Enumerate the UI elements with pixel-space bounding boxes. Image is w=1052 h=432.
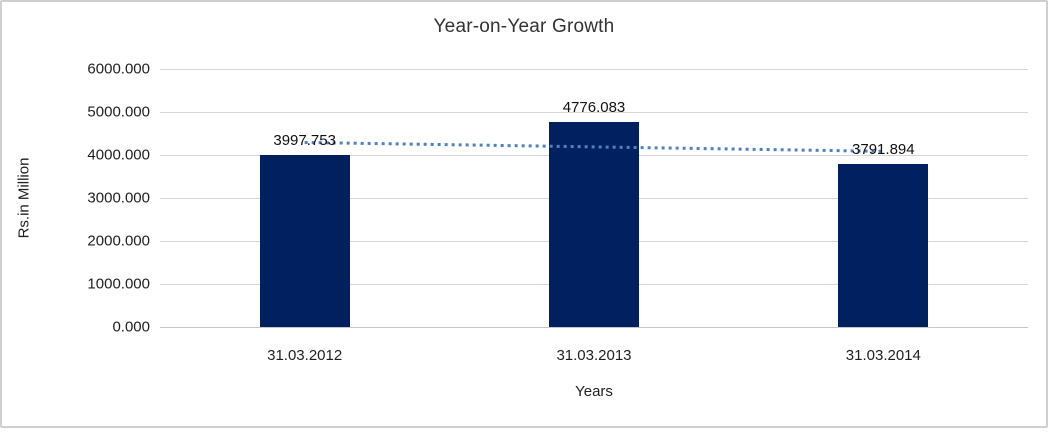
y-tick-label: 1000.000 [87,275,150,293]
x-tick-label-31.03.2014: 31.03.2014 [845,347,921,364]
chart-title: Year-on-Year Growth [433,16,615,37]
bar-31.03.2012 [259,155,350,327]
x-axis-tick-labels: 31.03.2012 31.03.2013 31.03.2014 [160,343,1028,365]
bar-31.03.2014 [838,163,929,327]
x-tick-label-31.03.2012: 31.03.2012 [267,347,343,364]
y-tick-label: 5000.000 [87,103,150,121]
y-axis-tick-labels: 0.000 1000.000 2000.000 3000.000 4000.000 500… [38,61,150,336]
bar-31.03.2013 [549,121,639,327]
y-axis-title: Rs.in Million [15,157,33,239]
y-tick-label: 3000.000 [87,189,150,207]
x-axis-title: Years [575,383,613,400]
data-label-31.03.2014: 3791.894 [852,140,915,158]
x-tick-label-31.03.2013: 31.03.2013 [556,347,632,364]
y-tick-label: 4000.000 [87,146,150,164]
data-label-31.03.2013: 4776.083 [562,98,626,116]
x-axis-line [160,326,1028,328]
gridline [160,111,1028,113]
y-tick-label: 2000.000 [87,232,150,250]
y-tick-label: 6000.000 [87,60,150,78]
data-label-31.03.2012: 3997.753 [273,132,336,150]
y-tick-label: 0.000 [112,318,150,336]
plot-area: 3997.753 4776.083 3791.894 [160,68,1028,328]
gridline [160,68,1028,70]
trendline-dotted [304,140,884,153]
